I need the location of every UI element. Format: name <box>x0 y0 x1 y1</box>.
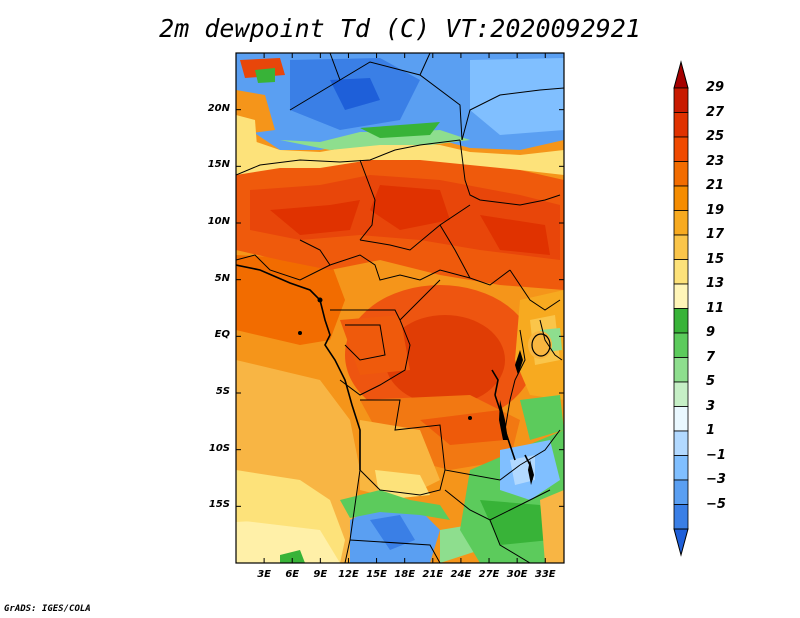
colorbar-swatch <box>673 381 689 407</box>
colorbar-label: 9 <box>706 325 716 340</box>
colorbar-label: 11 <box>706 300 725 316</box>
lon-tick-label: 18E <box>394 569 416 580</box>
colorbar-swatch <box>673 283 689 309</box>
colorbar-bottom-arrow <box>673 528 689 557</box>
colorbar-label: 21 <box>706 178 725 193</box>
colorbar-swatch <box>673 210 689 236</box>
lat-tick-label: 15N <box>207 159 230 171</box>
lat-tick-label: 10S <box>208 442 230 454</box>
colorbar-label: −5 <box>706 496 726 512</box>
colorbar-swatch <box>673 112 689 138</box>
lon-tick-label: 9E <box>313 569 328 580</box>
colorbar-label: 29 <box>706 80 725 95</box>
lon-tick-label: 30E <box>506 569 528 580</box>
lon-ticks <box>263 53 546 563</box>
colorbar-swatch <box>673 161 689 187</box>
lat-tick-label: 20N <box>207 102 230 114</box>
colorbar-label: 7 <box>706 349 716 365</box>
colorbar-swatch <box>673 259 689 285</box>
colorbar-swatch <box>673 185 689 211</box>
colorbar-swatch <box>673 136 689 162</box>
colorbar-swatch <box>673 234 689 260</box>
colorbar-label: 5 <box>706 374 716 389</box>
colorbar-swatch <box>673 332 689 358</box>
lat-tick-label: EQ <box>214 329 230 341</box>
lat-tick-label: 5S <box>215 386 230 397</box>
colorbar-label: 25 <box>706 129 725 144</box>
colorbar-label: 17 <box>706 227 725 242</box>
colorbar-swatch <box>673 406 689 432</box>
colorbar-label: 19 <box>706 202 725 218</box>
colorbar-top-arrow <box>673 60 689 89</box>
colorbar-label: −1 <box>706 447 726 463</box>
colorbar-label: 27 <box>706 104 725 120</box>
lon-tick-label: 6E <box>285 569 300 580</box>
colorbar-label: 13 <box>706 276 725 291</box>
colorbar-swatch <box>673 455 689 481</box>
colorbar-label: 3 <box>706 398 716 414</box>
lakes <box>298 297 551 485</box>
lat-tick-label: 5N <box>214 272 230 284</box>
lon-tick-label: 27E <box>478 569 500 580</box>
colorbar-label: 15 <box>706 251 725 267</box>
colorbar-swatch <box>673 308 689 334</box>
map-title: 2m dewpoint Td (C) VT:2020092921 <box>159 14 641 43</box>
lat-tick-label: 15S <box>208 499 230 511</box>
colorbar-swatch <box>673 479 689 505</box>
colorbar-swatch <box>673 357 689 383</box>
colorbar-label: 23 <box>706 153 725 169</box>
colorbar-label: −3 <box>706 472 726 487</box>
colorbar-swatch <box>673 504 689 530</box>
colorbar-swatch <box>673 430 689 456</box>
lon-tick-label: 33E <box>534 569 556 580</box>
map-border <box>235 52 565 564</box>
lat-tick-label: 10N <box>207 216 230 227</box>
country-borders <box>236 53 564 563</box>
lon-tick-label: 21E <box>422 569 444 580</box>
dewpoint-field <box>236 53 564 563</box>
lon-tick-label: 24E <box>450 569 472 580</box>
grads-credit: GrADS: IGES/COLA <box>4 604 91 614</box>
lon-tick-label: 15E <box>366 569 387 580</box>
colorbar-label: 1 <box>706 423 716 438</box>
lon-tick-label: 3E <box>257 569 271 580</box>
colorbar-swatch <box>673 87 689 113</box>
lon-tick-label: 12E <box>338 569 359 580</box>
lat-ticks <box>236 109 564 507</box>
colorbar <box>673 60 689 557</box>
